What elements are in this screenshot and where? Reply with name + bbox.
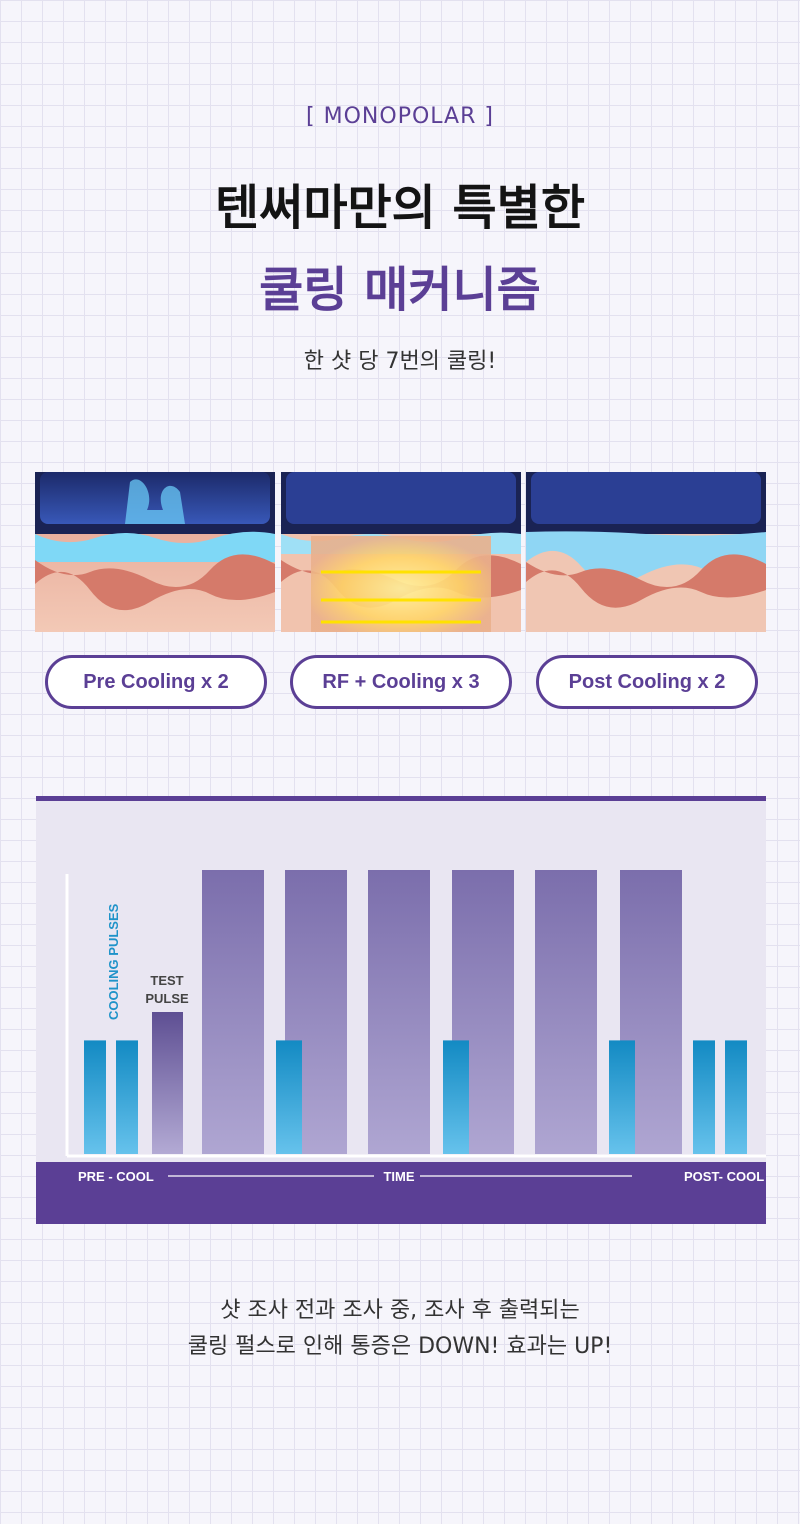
pre-cool-label: PRE - COOL (78, 1169, 154, 1184)
rf-pulse-bar-5 (368, 870, 430, 1154)
post-cooling-illustration (526, 472, 766, 632)
section-tag: [ MONOPOLAR ] (306, 104, 494, 129)
page-title-line1: 텐써마만의 특별한 (215, 180, 585, 236)
page-title-line2: 쿨링 매커니즘 (259, 262, 541, 318)
pre-cooling-illustration (35, 472, 275, 632)
cooling-pulse-bar-9 (693, 1040, 715, 1154)
caption-line1: 샷 조사 전과 조사 중, 조사 후 출력되는 (220, 1298, 580, 1323)
page-subtitle: 한 샷 당 7번의 쿨링! (303, 349, 497, 374)
post-cool-label: POST- COOL (684, 1169, 764, 1184)
test-pulse-bar-2 (152, 1012, 183, 1154)
cooling-overlay-bar-8 (609, 1040, 635, 1154)
timeline-band (36, 1162, 766, 1224)
cooling-pulse-bar-1 (116, 1040, 138, 1154)
rf-cooling-illustration (281, 472, 521, 632)
test-pulse-label-2: PULSE (145, 991, 189, 1006)
step-post-cooling: Post Cooling x 2 (536, 655, 758, 709)
cooling-overlay-bar-4 (276, 1040, 302, 1154)
cooling-pulses-label: COOLING PULSES (106, 903, 121, 1020)
rf-pulse-bar-3 (202, 870, 264, 1154)
time-label: TIME (383, 1169, 414, 1184)
caption-line2: 쿨링 펄스로 인해 통증은 DOWN! 효과는 UP! (187, 1334, 613, 1359)
cooling-overlay-bar-6 (443, 1040, 469, 1154)
chart-top-border (36, 796, 766, 801)
step-pre-cooling: Pre Cooling x 2 (45, 655, 267, 709)
cooling-pulse-chart: COOLING PULSES TEST PULSE PRE - COOL TIM… (36, 796, 766, 1224)
step-rf-cooling: RF + Cooling x 3 (290, 655, 512, 709)
cooling-pulse-bar-0 (84, 1040, 106, 1154)
rf-pulse-bar-7 (535, 870, 597, 1154)
cooling-pulse-bar-10 (725, 1040, 747, 1154)
test-pulse-label-1: TEST (150, 973, 183, 988)
